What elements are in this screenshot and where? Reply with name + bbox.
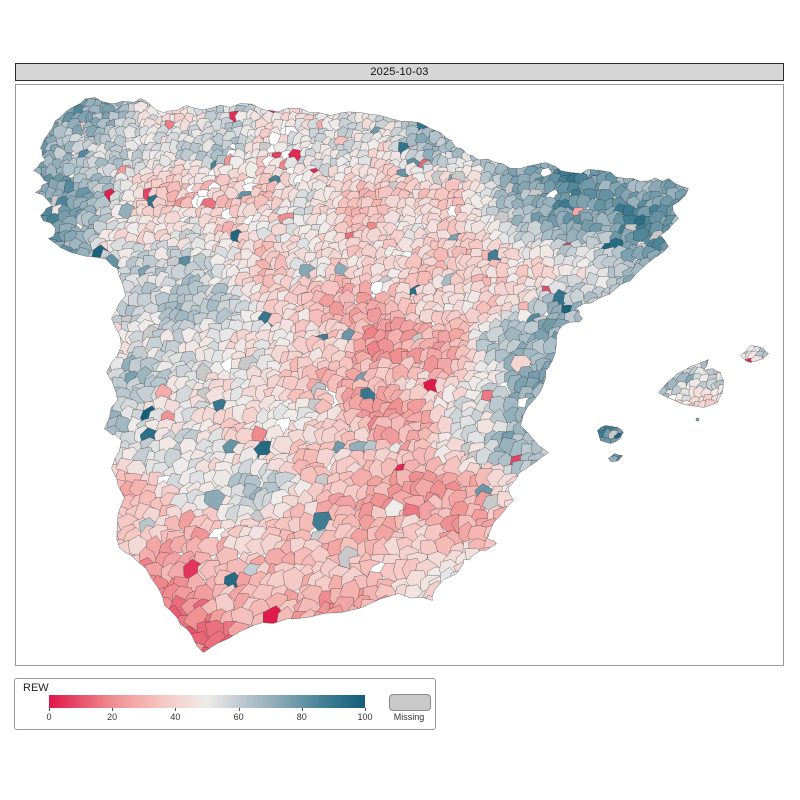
legend-tick-mark (112, 708, 114, 711)
legend-tick-mark (49, 708, 50, 711)
legend-missing-swatch (389, 694, 431, 711)
legend-missing-label: Missing (393, 712, 425, 722)
legend-tick-mark (365, 708, 366, 711)
legend-tick-mark (301, 708, 303, 711)
legend-tick-label: 100 (357, 712, 373, 722)
legend-title: REW (23, 682, 49, 694)
map-panel (15, 84, 784, 666)
legend-tick-label: 0 (46, 712, 52, 722)
legend-tick-label: 40 (170, 712, 181, 722)
legend-gradient-bar (49, 695, 365, 708)
legend-tick-label: 20 (107, 712, 118, 722)
legend-tick-label: 60 (233, 712, 244, 722)
date-title-bar: 2025-10-03 (15, 63, 784, 81)
legend-tick-mark (175, 708, 177, 711)
legend-tick-label: 80 (296, 712, 307, 722)
legend-panel: REW 0 20 40 60 80 100 Missing (14, 678, 436, 730)
legend-tick-mark (238, 708, 240, 711)
date-title-text: 2025-10-03 (370, 66, 429, 78)
spain-choropleth-map (33, 97, 769, 653)
